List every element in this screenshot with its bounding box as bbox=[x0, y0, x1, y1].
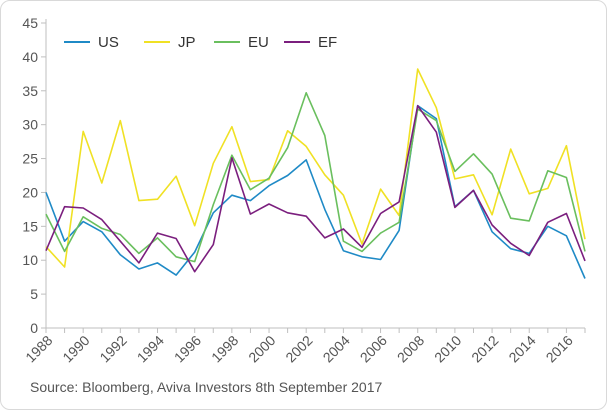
plot-lines bbox=[45, 68, 586, 279]
y-tick-label: 15 bbox=[22, 218, 38, 234]
x-tick-label: 2006 bbox=[357, 332, 390, 365]
legend-label-eu: EU bbox=[248, 34, 269, 51]
x-tick-label: 2016 bbox=[543, 332, 576, 365]
series-line-eu bbox=[45, 92, 586, 263]
x-tick-label: 2002 bbox=[282, 332, 315, 365]
y-tick-label: 30 bbox=[22, 117, 38, 133]
series-line-jp bbox=[45, 68, 586, 268]
y-tick-label: 10 bbox=[22, 252, 38, 268]
x-tick-label: 1990 bbox=[59, 332, 92, 365]
x-tick-label: 1998 bbox=[208, 332, 241, 365]
y-tick-label: 40 bbox=[22, 49, 38, 65]
legend-label-jp: JP bbox=[178, 34, 196, 51]
y-tick-label: 45 bbox=[22, 15, 38, 31]
x-tick-label: 2004 bbox=[320, 332, 353, 365]
series-line-ef bbox=[45, 104, 586, 273]
x-tick-label: 1988 bbox=[22, 332, 55, 365]
source-note: Source: Bloomberg, Aviva Investors 8th S… bbox=[30, 379, 382, 395]
x-tick-label: 1994 bbox=[134, 332, 167, 365]
legend-label-us: US bbox=[98, 34, 119, 51]
x-tick-label: 2014 bbox=[505, 332, 538, 365]
y-tick-label: 25 bbox=[22, 151, 38, 167]
x-tick-label: 2000 bbox=[245, 332, 278, 365]
legend: US JP EU EF bbox=[64, 34, 337, 51]
x-tick-label: 1992 bbox=[96, 332, 129, 365]
x-tick-label: 1996 bbox=[171, 332, 204, 365]
x-tick-label: 2008 bbox=[394, 332, 427, 365]
y-tick-label: 20 bbox=[22, 184, 38, 200]
y-tick-label: 35 bbox=[22, 83, 38, 99]
y-axis: 0 5 10 15 20 25 30 35 40 45 bbox=[22, 15, 47, 336]
y-tick-label: 0 bbox=[30, 320, 38, 336]
x-tick-label: 2010 bbox=[431, 332, 464, 365]
x-tick-label: 2012 bbox=[468, 332, 501, 365]
x-axis: 1988 1990 1992 1994 1996 1998 2000 2002 2004 2006… bbox=[22, 327, 586, 366]
series-line-us bbox=[45, 104, 586, 279]
y-tick-label: 5 bbox=[30, 286, 38, 302]
legend-label-ef: EF bbox=[318, 34, 337, 51]
